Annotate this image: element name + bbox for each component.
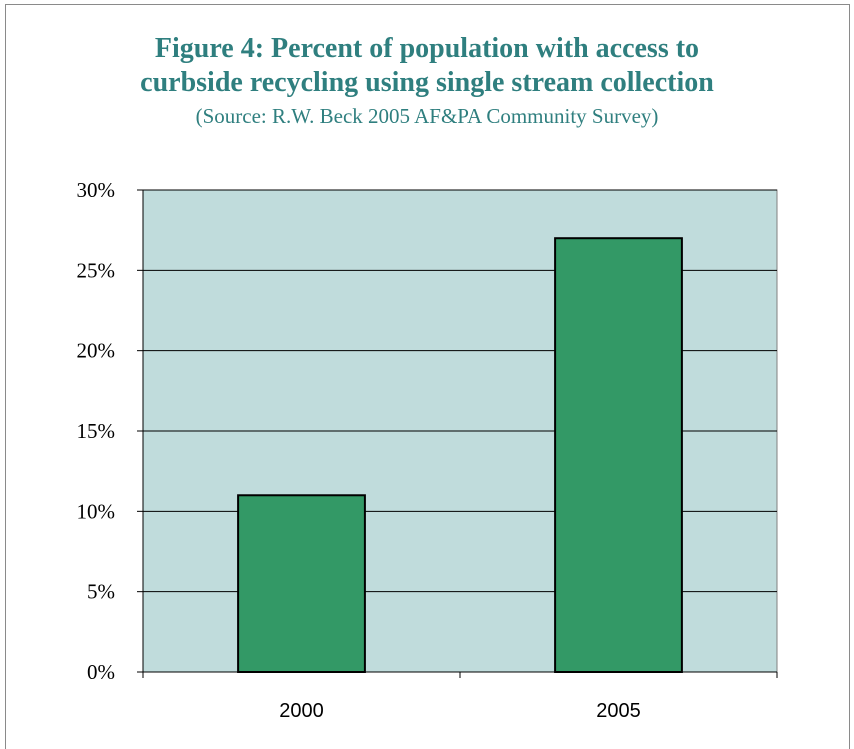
bars [237,237,683,673]
bar-2000 [237,494,366,673]
axes [137,189,778,678]
y-tick-label: 15% [77,419,116,443]
y-tick-label: 20% [77,339,116,363]
y-tick-label: 10% [77,499,116,523]
y-tick-label: 5% [87,580,115,604]
chart-title-line-1: Figure 4: Percent of population with acc… [154,33,700,64]
chart-title-block: Figure 4: Percent of population with acc… [0,32,854,130]
y-tick-label: 30% [77,178,116,202]
x-tick-label: 2005 [596,700,641,722]
x-tick-labels: 2000 2005 [279,700,641,722]
y-tick-labels: 0% 5% 10% 15% 20% 25% 30% [77,178,116,684]
x-tick-label: 2000 [279,700,324,722]
bar-2005 [554,237,683,673]
y-tick-label: 0% [87,660,115,684]
chart-title-line-2: curbside recycling using single stream c… [140,67,714,98]
y-tick-label: 25% [77,258,116,282]
chart-subtitle: (Source: R.W. Beck 2005 AF&PA Community … [195,104,659,128]
chart-frame [5,4,850,749]
